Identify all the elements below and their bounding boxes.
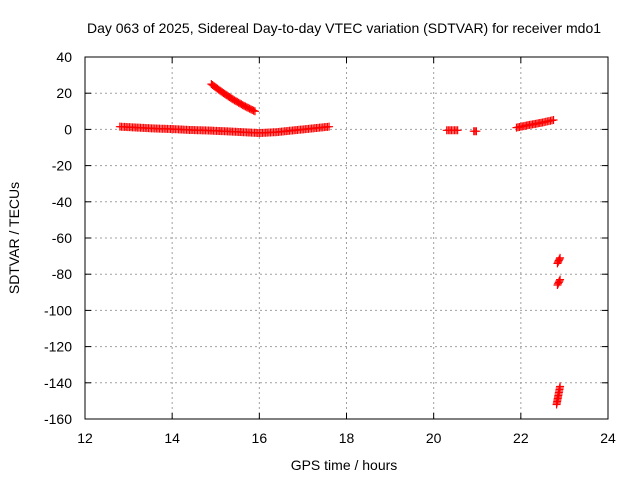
y-tick-label: -20 — [52, 158, 72, 174]
data-point — [555, 276, 564, 285]
grid-lines — [85, 57, 608, 419]
y-tick-label: -60 — [52, 230, 72, 246]
x-tick-label: 12 — [77, 430, 93, 446]
x-tick-label: 22 — [513, 430, 529, 446]
y-axis-label: SDTVAR / TECUs — [6, 182, 22, 294]
data-point — [556, 275, 565, 284]
y-tick-label: -40 — [52, 194, 72, 210]
data-point — [555, 255, 564, 264]
x-axis-label: GPS time / hours — [291, 457, 398, 473]
y-tick-label: 20 — [56, 85, 72, 101]
y-tick-label: -120 — [44, 339, 72, 355]
y-tick-label: -140 — [44, 375, 72, 391]
x-tick-label: 20 — [426, 430, 442, 446]
y-tick-label: -160 — [44, 411, 72, 427]
data-point — [556, 382, 565, 391]
data-point — [325, 122, 334, 131]
x-tick-label: 24 — [600, 430, 616, 446]
data-point — [549, 115, 558, 124]
y-tick-label: -80 — [52, 266, 72, 282]
y-tick-label: 40 — [56, 49, 72, 65]
x-tick-label: 16 — [252, 430, 268, 446]
data-point — [250, 107, 259, 116]
data-point — [453, 126, 462, 135]
y-tick-label: 0 — [64, 121, 72, 137]
data-points — [115, 80, 565, 409]
axis-ticks: 12 14 16 18 20 22 24 40 20 0 -20 -40 -60 -80 -100 -120 -… — [44, 49, 616, 446]
x-tick-label: 14 — [164, 430, 180, 446]
x-tick-label: 18 — [339, 430, 355, 446]
chart-title: Day 063 of 2025, Sidereal Day-to-day VTE… — [87, 20, 601, 36]
data-point — [249, 106, 258, 115]
y-tick-label: -100 — [44, 302, 72, 318]
data-point — [556, 253, 565, 262]
data-point — [472, 127, 481, 136]
